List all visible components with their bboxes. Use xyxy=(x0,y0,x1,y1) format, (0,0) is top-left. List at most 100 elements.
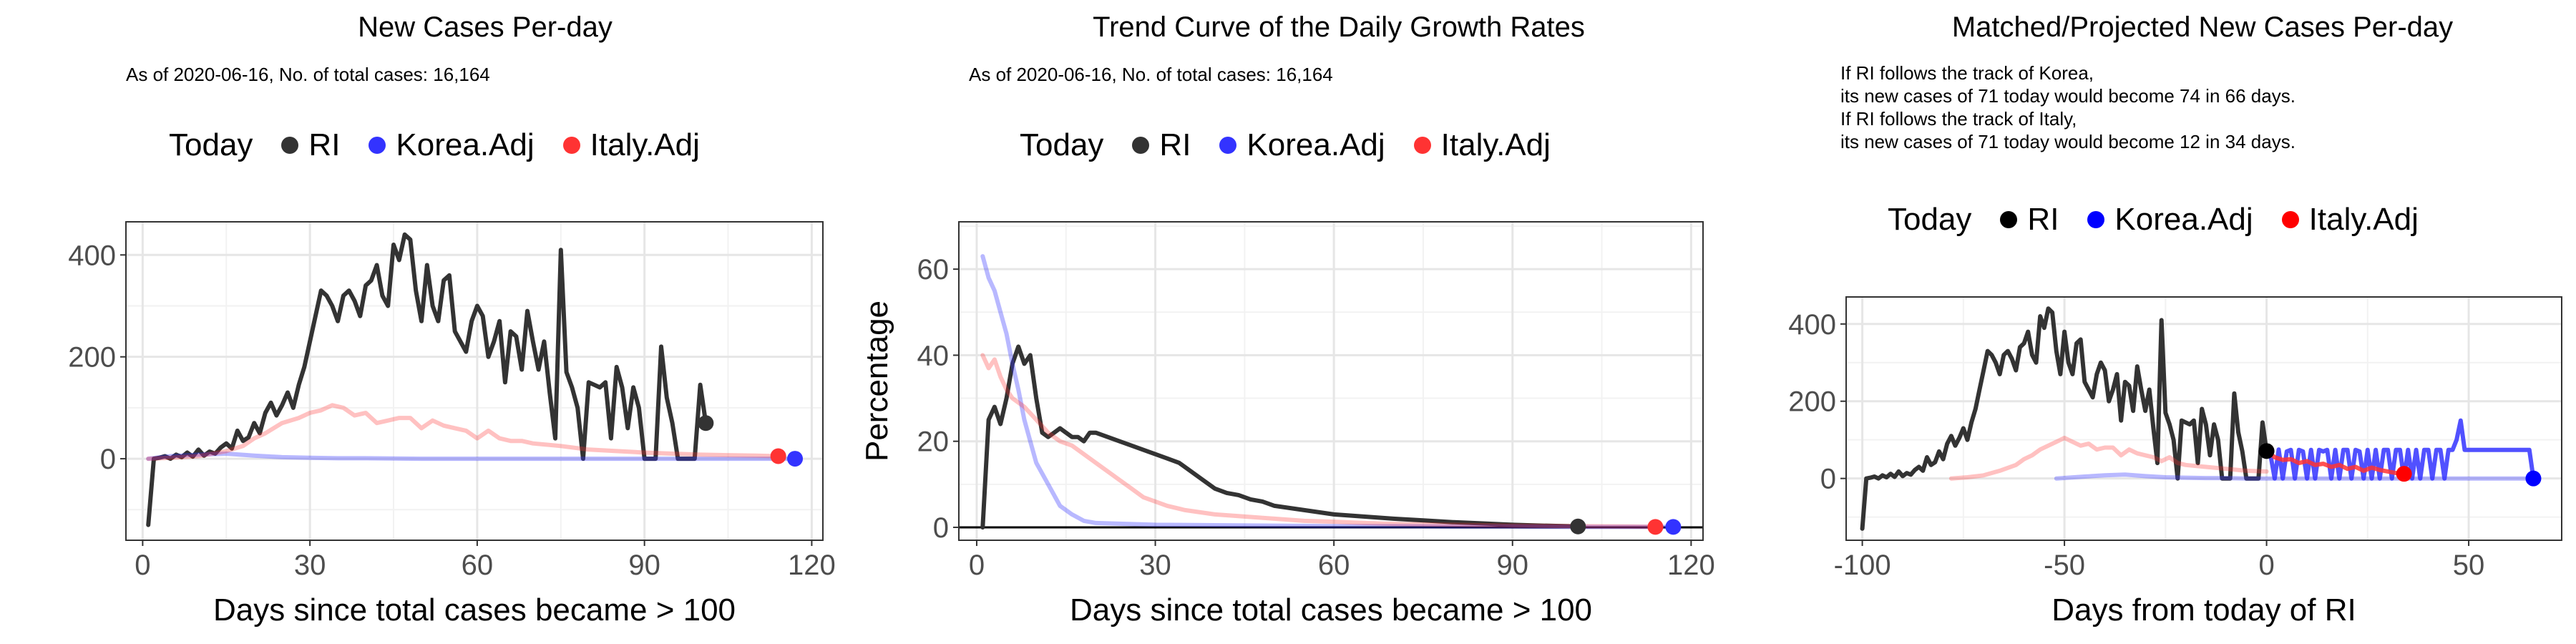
subtitle-line: its new cases of 71 today would become 7… xyxy=(1840,85,2296,107)
legend-item-korea: Korea.Adj xyxy=(1215,127,1385,163)
x-tick-label: 0 xyxy=(135,550,150,581)
today-point-italy-adj xyxy=(2396,466,2412,482)
today-point-italy-adj xyxy=(770,448,786,464)
legend-dot-ri xyxy=(281,137,299,154)
chart-title: Trend Curve of the Daily Growth Rates xyxy=(1093,11,1585,43)
legend: Today RI Korea.Adj Italy.Adj xyxy=(1020,127,1575,163)
y-tick-label: 40 xyxy=(917,340,950,371)
legend-label-italy: Italy.Adj xyxy=(1440,127,1551,162)
series-line-italy-adj-projected xyxy=(2264,449,2406,477)
legend-label-italy: Italy.Adj xyxy=(590,127,700,162)
panel-projected: Matched/Projected New Cases Per-day If R… xyxy=(1717,0,2576,644)
x-tick-label: 50 xyxy=(2453,550,2485,581)
subtitle-line: If RI follows the track of Korea, xyxy=(1840,62,2094,84)
series-line-ri xyxy=(146,232,708,527)
legend-label-italy: Italy.Adj xyxy=(2308,202,2419,237)
series-line-korea-adj xyxy=(980,254,1676,530)
panel-growth-rates: Trend Curve of the Daily Growth Rates As… xyxy=(859,0,1717,644)
y-tick-label: 400 xyxy=(1788,309,1836,341)
subtitle-line: its new cases of 71 today would become 1… xyxy=(1840,131,2296,152)
y-tick-label: 400 xyxy=(68,240,116,271)
legend-label-korea: Korea.Adj xyxy=(396,127,535,162)
y-tick-label: 200 xyxy=(68,342,116,374)
today-point-korea-adj xyxy=(2525,470,2542,487)
plot-area: 0 30 60 90 120 0 20 40 60 Days since total cases … xyxy=(859,221,1715,628)
today-point-korea-adj xyxy=(787,451,804,467)
series-line-korea-adj xyxy=(2054,472,2536,481)
plot-area: -100 -50 0 50 0 200 400 Days from today of RI xyxy=(1788,296,2562,628)
x-tick-label: -50 xyxy=(2044,550,2085,581)
legend-item-italy: Italy.Adj xyxy=(559,127,700,163)
y-tick-label: 60 xyxy=(917,254,950,286)
panel-border xyxy=(958,221,1704,541)
legend-dot-ri xyxy=(1132,137,1150,154)
x-tick-label: 30 xyxy=(294,550,326,581)
panel-border xyxy=(125,221,824,541)
chart-subtitle: As of 2020-06-16, No. of total cases: 16… xyxy=(969,64,1333,85)
legend-item-ri: RI xyxy=(1128,127,1191,163)
x-tick-label: 90 xyxy=(628,550,660,581)
x-tick-label: 120 xyxy=(1667,550,1715,581)
x-tick-label: -100 xyxy=(1834,550,1891,581)
legend-title: Today xyxy=(1020,127,1104,162)
chart-subtitle: If RI follows the track of Korea, its ne… xyxy=(1840,62,2296,153)
x-tick-label: 90 xyxy=(1497,550,1529,581)
series-line-italy-adj xyxy=(980,353,1664,530)
legend-label-korea: Korea.Adj xyxy=(1246,127,1385,162)
plot-area: 0 30 60 90 120 0 200 400 Days since total cases … xyxy=(68,221,836,628)
legend-label-ri: RI xyxy=(308,127,341,162)
legend-dot-italy xyxy=(1413,137,1431,154)
x-tick-label: 60 xyxy=(462,550,494,581)
legend-item-ri: RI xyxy=(277,127,340,163)
panel-new-cases: New Cases Per-day As of 2020-06-16, No. … xyxy=(0,0,859,644)
series-line-ri xyxy=(1860,306,2269,531)
y-axis-title: Percentage xyxy=(859,301,894,462)
legend-item-korea: Korea.Adj xyxy=(364,127,535,163)
chart-subtitle: As of 2020-06-16, No. of total cases: 16… xyxy=(126,64,490,85)
y-tick-label: 0 xyxy=(1820,464,1836,495)
minor-gridlines xyxy=(959,222,1703,540)
x-axis-title: Days since total cases became > 100 xyxy=(213,592,736,628)
panel-border xyxy=(1845,296,2562,541)
legend-item-italy: Italy.Adj xyxy=(2278,202,2419,238)
today-point-italy-adj xyxy=(1647,519,1664,535)
major-gridlines xyxy=(959,222,1703,540)
chart-title: New Cases Per-day xyxy=(358,11,613,43)
legend-dot-korea xyxy=(369,137,386,154)
x-tick-label: 0 xyxy=(969,550,985,581)
x-tick-label: 60 xyxy=(1318,550,1350,581)
legend-title: Today xyxy=(1888,202,1972,237)
x-tick-label: 30 xyxy=(1139,550,1171,581)
series-line-italy-adj xyxy=(1948,436,2269,481)
legend: Today RI Korea.Adj Italy.Adj xyxy=(1888,202,2443,238)
x-tick-label: 120 xyxy=(788,550,836,581)
legend-item-ri: RI xyxy=(1996,202,2059,238)
y-tick-label: 0 xyxy=(933,512,949,544)
series-line-korea-adj xyxy=(146,452,792,462)
legend-dot-korea xyxy=(2087,211,2105,228)
series-line-ri xyxy=(980,344,1581,530)
legend-label-ri: RI xyxy=(2027,202,2059,237)
today-point-korea-adj xyxy=(1665,519,1682,535)
legend-label-ri: RI xyxy=(1159,127,1191,162)
legend-item-italy: Italy.Adj xyxy=(1410,127,1551,163)
legend-dot-ri xyxy=(2000,211,2018,228)
legend-dot-korea xyxy=(1219,137,1237,154)
series-line-korea-adj-projected xyxy=(2264,418,2536,481)
x-axis-title: Days since total cases became > 100 xyxy=(1070,592,1592,628)
legend-label-korea: Korea.Adj xyxy=(2114,202,2253,237)
today-point-ri xyxy=(1570,518,1586,535)
legend-dot-italy xyxy=(2281,211,2299,228)
minor-gridlines xyxy=(1846,297,2562,540)
today-point-ri xyxy=(2258,443,2275,459)
minor-gridlines xyxy=(126,222,823,540)
x-tick-label: 0 xyxy=(2258,550,2274,581)
chart-title: Matched/Projected New Cases Per-day xyxy=(1951,11,2454,43)
subtitle-line: If RI follows the track of Italy, xyxy=(1840,108,2077,130)
legend-title: Today xyxy=(169,127,253,162)
legend: Today RI Korea.Adj Italy.Adj xyxy=(169,127,724,163)
major-gridlines xyxy=(126,222,823,540)
legend-item-korea: Korea.Adj xyxy=(2083,202,2253,238)
x-axis-title: Days from today of RI xyxy=(2051,592,2356,628)
series-line-italy-adj xyxy=(146,403,781,462)
